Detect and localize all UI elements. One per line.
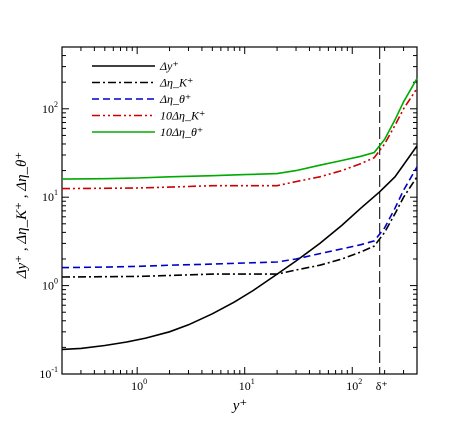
x-tick-label: 101: [239, 377, 255, 393]
y-axis-label: Δy⁺ , Δη_K⁺ , Δη_θ⁺: [14, 152, 30, 280]
data-series: [61, 78, 418, 351]
x-tick-label: 100: [131, 377, 147, 393]
series-line-3: [61, 166, 418, 269]
y-tick-label: 102: [42, 100, 58, 116]
y-tick-labels: 10-1 100 101 102: [39, 100, 58, 381]
plot-frame: [61, 46, 418, 375]
y-tick-label: 10-1: [39, 365, 58, 381]
series-line-5: [61, 78, 418, 180]
legend-label-5: 10Δη_θ⁺: [160, 125, 203, 139]
boundary-layer-marker-label: δ⁺: [376, 379, 388, 393]
legend-label-2: Δη_K⁺: [159, 76, 193, 90]
series-line-4: [61, 87, 418, 190]
y-tick-label: 101: [42, 188, 58, 204]
axis-ticks: [61, 46, 418, 375]
legend-label-1: Δy⁺: [159, 59, 179, 73]
legend: Δy⁺ Δη_K⁺ Δη_θ⁺ 10Δη_K⁺ 10Δη_θ⁺: [92, 59, 205, 139]
x-tick-labels: 100 101 102: [131, 377, 362, 393]
legend-label-3: Δη_θ⁺: [159, 92, 191, 106]
x-tick-label: 102: [346, 377, 362, 393]
y-tick-label: 100: [42, 277, 58, 293]
series-line-2: [61, 176, 418, 278]
series-line-1: [61, 145, 418, 351]
x-axis-label: y⁺: [231, 398, 248, 414]
legend-label-4: 10Δη_K⁺: [160, 109, 205, 123]
